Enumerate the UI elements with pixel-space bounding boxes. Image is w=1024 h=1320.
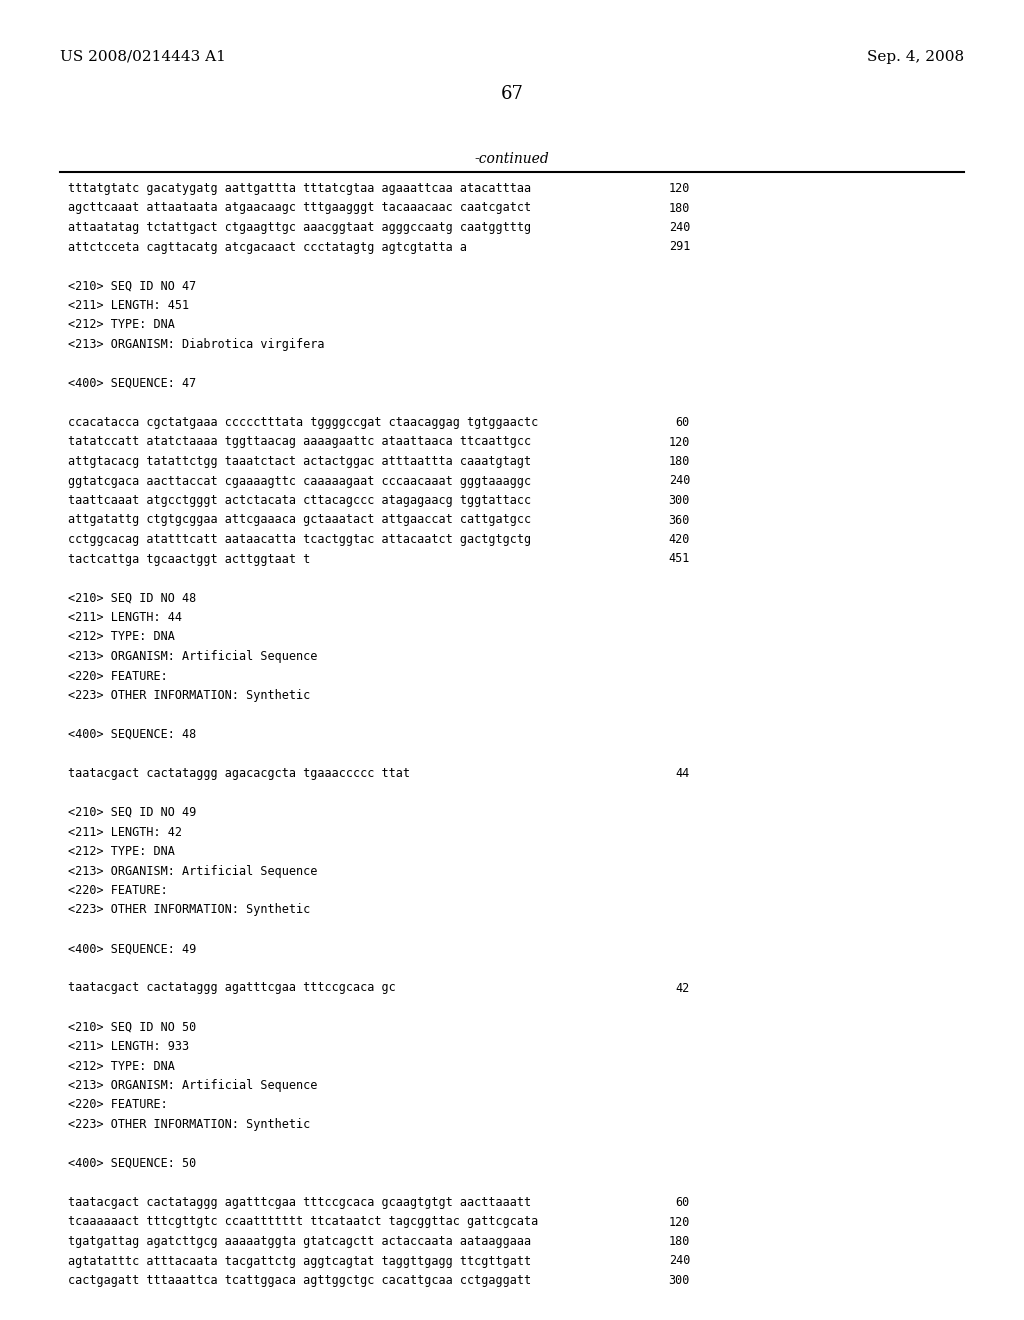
Text: <400> SEQUENCE: 47: <400> SEQUENCE: 47 [68, 378, 197, 389]
Text: 240: 240 [669, 1254, 690, 1267]
Text: 120: 120 [669, 436, 690, 449]
Text: <212> TYPE: DNA: <212> TYPE: DNA [68, 845, 175, 858]
Text: <213> ORGANISM: Artificial Sequence: <213> ORGANISM: Artificial Sequence [68, 1078, 317, 1092]
Text: <210> SEQ ID NO 49: <210> SEQ ID NO 49 [68, 807, 197, 818]
Text: 60: 60 [676, 1196, 690, 1209]
Text: attgtacacg tatattctgg taaatctact actactggac atttaattta caaatgtagt: attgtacacg tatattctgg taaatctact actactg… [68, 455, 531, 469]
Text: 240: 240 [669, 220, 690, 234]
Text: <211> LENGTH: 44: <211> LENGTH: 44 [68, 611, 182, 624]
Text: 42: 42 [676, 982, 690, 994]
Text: taatacgact cactataggg agatttcgaa tttccgcaca gcaagtgtgt aacttaaatt: taatacgact cactataggg agatttcgaa tttccgc… [68, 1196, 531, 1209]
Text: <211> LENGTH: 451: <211> LENGTH: 451 [68, 300, 189, 312]
Text: <210> SEQ ID NO 47: <210> SEQ ID NO 47 [68, 280, 197, 293]
Text: tgatgattag agatcttgcg aaaaatggta gtatcagctt actaccaata aataaggaaa: tgatgattag agatcttgcg aaaaatggta gtatcag… [68, 1236, 531, 1247]
Text: Sep. 4, 2008: Sep. 4, 2008 [867, 50, 964, 63]
Text: <223> OTHER INFORMATION: Synthetic: <223> OTHER INFORMATION: Synthetic [68, 903, 310, 916]
Text: 180: 180 [669, 202, 690, 214]
Text: <212> TYPE: DNA: <212> TYPE: DNA [68, 318, 175, 331]
Text: tttatgtatc gacatygatg aattgattta tttatcgtaa agaaattcaa atacatttaa: tttatgtatc gacatygatg aattgattta tttatcg… [68, 182, 531, 195]
Text: <400> SEQUENCE: 49: <400> SEQUENCE: 49 [68, 942, 197, 956]
Text: 240: 240 [669, 474, 690, 487]
Text: -continued: -continued [475, 152, 549, 166]
Text: 180: 180 [669, 1236, 690, 1247]
Text: <213> ORGANISM: Diabrotica virgifera: <213> ORGANISM: Diabrotica virgifera [68, 338, 325, 351]
Text: <220> FEATURE:: <220> FEATURE: [68, 669, 168, 682]
Text: <213> ORGANISM: Artificial Sequence: <213> ORGANISM: Artificial Sequence [68, 649, 317, 663]
Text: 120: 120 [669, 1216, 690, 1229]
Text: attctcceta cagttacatg atcgacaact ccctatagtg agtcgtatta a: attctcceta cagttacatg atcgacaact ccctata… [68, 240, 467, 253]
Text: taatacgact cactataggg agatttcgaa tttccgcaca gc: taatacgact cactataggg agatttcgaa tttccgc… [68, 982, 395, 994]
Text: cactgagatt tttaaattca tcattggaca agttggctgc cacattgcaa cctgaggatt: cactgagatt tttaaattca tcattggaca agttggc… [68, 1274, 531, 1287]
Text: ccacatacca cgctatgaaa ccccctttata tggggccgat ctaacaggag tgtggaactc: ccacatacca cgctatgaaa ccccctttata tggggc… [68, 416, 539, 429]
Text: <210> SEQ ID NO 50: <210> SEQ ID NO 50 [68, 1020, 197, 1034]
Text: taattcaaat atgcctgggt actctacata cttacagccc atagagaacg tggtattacc: taattcaaat atgcctgggt actctacata cttacag… [68, 494, 531, 507]
Text: 291: 291 [669, 240, 690, 253]
Text: <220> FEATURE:: <220> FEATURE: [68, 1098, 168, 1111]
Text: 300: 300 [669, 1274, 690, 1287]
Text: 360: 360 [669, 513, 690, 527]
Text: <400> SEQUENCE: 50: <400> SEQUENCE: 50 [68, 1158, 197, 1170]
Text: tatatccatt atatctaaaa tggttaacag aaaagaattc ataattaaca ttcaattgcc: tatatccatt atatctaaaa tggttaacag aaaagaa… [68, 436, 531, 449]
Text: taatacgact cactataggg agacacgcta tgaaaccccc ttat: taatacgact cactataggg agacacgcta tgaaacc… [68, 767, 410, 780]
Text: 300: 300 [669, 494, 690, 507]
Text: <400> SEQUENCE: 48: <400> SEQUENCE: 48 [68, 729, 197, 741]
Text: <212> TYPE: DNA: <212> TYPE: DNA [68, 631, 175, 644]
Text: <213> ORGANISM: Artificial Sequence: <213> ORGANISM: Artificial Sequence [68, 865, 317, 878]
Text: tactcattga tgcaactggt acttggtaat t: tactcattga tgcaactggt acttggtaat t [68, 553, 310, 565]
Text: <211> LENGTH: 933: <211> LENGTH: 933 [68, 1040, 189, 1053]
Text: 420: 420 [669, 533, 690, 546]
Text: <223> OTHER INFORMATION: Synthetic: <223> OTHER INFORMATION: Synthetic [68, 689, 310, 702]
Text: attaatatag tctattgact ctgaagttgc aaacggtaat agggccaatg caatggtttg: attaatatag tctattgact ctgaagttgc aaacggt… [68, 220, 531, 234]
Text: <210> SEQ ID NO 48: <210> SEQ ID NO 48 [68, 591, 197, 605]
Text: <212> TYPE: DNA: <212> TYPE: DNA [68, 1060, 175, 1072]
Text: ggtatcgaca aacttaccat cgaaaagttc caaaaagaat cccaacaaat gggtaaaggc: ggtatcgaca aacttaccat cgaaaagttc caaaaag… [68, 474, 531, 487]
Text: US 2008/0214443 A1: US 2008/0214443 A1 [60, 50, 226, 63]
Text: 180: 180 [669, 455, 690, 469]
Text: attgatattg ctgtgcggaa attcgaaaca gctaaatact attgaaccat cattgatgcc: attgatattg ctgtgcggaa attcgaaaca gctaaat… [68, 513, 531, 527]
Text: 120: 120 [669, 182, 690, 195]
Text: agcttcaaat attaataata atgaacaagc tttgaagggt tacaaacaac caatcgatct: agcttcaaat attaataata atgaacaagc tttgaag… [68, 202, 531, 214]
Text: 60: 60 [676, 416, 690, 429]
Text: <211> LENGTH: 42: <211> LENGTH: 42 [68, 825, 182, 838]
Text: agtatatttc atttacaata tacgattctg aggtcagtat taggttgagg ttcgttgatt: agtatatttc atttacaata tacgattctg aggtcag… [68, 1254, 531, 1267]
Text: 67: 67 [501, 84, 523, 103]
Text: <220> FEATURE:: <220> FEATURE: [68, 884, 168, 898]
Text: cctggcacag atatttcatt aataacatta tcactggtac attacaatct gactgtgctg: cctggcacag atatttcatt aataacatta tcactgg… [68, 533, 531, 546]
Text: tcaaaaaact tttcgttgtc ccaattttttt ttcataatct tagcggttac gattcgcata: tcaaaaaact tttcgttgtc ccaattttttt ttcata… [68, 1216, 539, 1229]
Text: <223> OTHER INFORMATION: Synthetic: <223> OTHER INFORMATION: Synthetic [68, 1118, 310, 1131]
Text: 451: 451 [669, 553, 690, 565]
Text: 44: 44 [676, 767, 690, 780]
